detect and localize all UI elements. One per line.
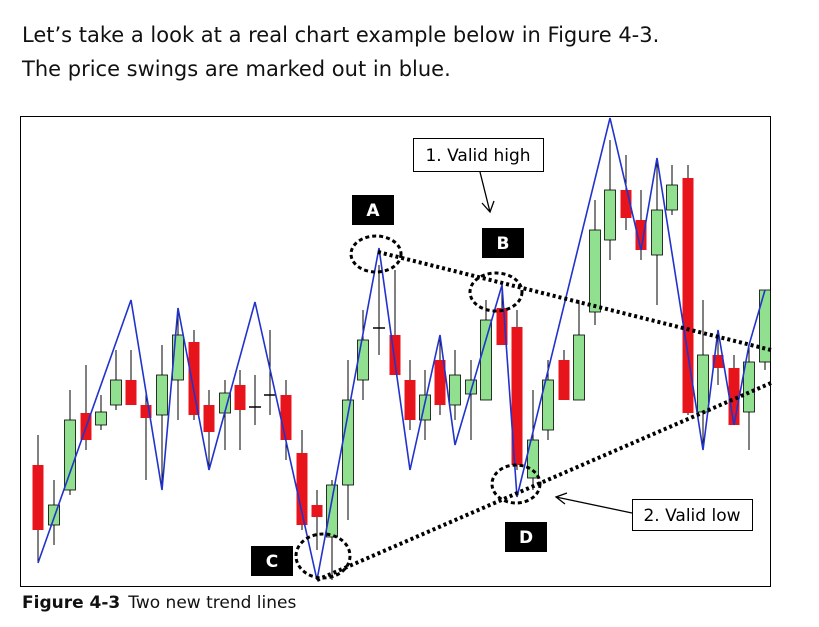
callout-low: 2. Valid low bbox=[643, 506, 740, 526]
candle-body bbox=[140, 405, 152, 418]
candle-body bbox=[620, 190, 632, 218]
candle-body bbox=[511, 327, 523, 465]
candle-body bbox=[404, 380, 416, 420]
upper-trend-line bbox=[377, 250, 772, 352]
candle-body bbox=[296, 453, 308, 525]
label-box bbox=[352, 195, 394, 225]
label-box bbox=[505, 522, 547, 552]
intro-line: The price swings are marked out in blue. bbox=[22, 57, 451, 81]
label-b: B bbox=[497, 234, 510, 254]
callout-box bbox=[632, 499, 753, 531]
candle-body bbox=[527, 439, 539, 479]
candle-body bbox=[542, 379, 554, 431]
candle-body bbox=[666, 184, 678, 211]
candle-body bbox=[32, 465, 44, 530]
candle-body bbox=[311, 505, 323, 517]
candle-body bbox=[156, 374, 168, 416]
label-box bbox=[482, 228, 524, 258]
candle-body bbox=[48, 504, 60, 526]
candle-body bbox=[558, 360, 570, 400]
callout-arrow bbox=[554, 492, 633, 514]
candle-body bbox=[589, 229, 601, 313]
caption-number: Figure 4-3 bbox=[22, 593, 121, 613]
swing-line bbox=[37, 117, 766, 581]
candle-body bbox=[188, 342, 200, 415]
circle-c bbox=[294, 532, 352, 580]
callout-box bbox=[413, 138, 544, 172]
circle-b bbox=[468, 271, 524, 313]
candle-body bbox=[125, 380, 137, 405]
candle-body bbox=[728, 368, 740, 425]
candle-body bbox=[434, 360, 446, 405]
candle-body bbox=[604, 189, 616, 241]
label-d: D bbox=[519, 528, 533, 548]
candle-body bbox=[682, 178, 694, 413]
candle-body bbox=[573, 334, 585, 401]
circle-d bbox=[490, 463, 542, 505]
intro-paragraph: Let’s take a look at a real chart exampl… bbox=[22, 18, 659, 86]
candle-body bbox=[280, 395, 292, 440]
candle-body bbox=[651, 209, 663, 256]
swing-circles bbox=[294, 234, 542, 580]
candle-body bbox=[419, 394, 431, 421]
candle-body bbox=[172, 334, 184, 381]
candle-body bbox=[635, 220, 647, 250]
candle-body bbox=[496, 308, 508, 345]
candle-body bbox=[697, 354, 709, 413]
candle-body bbox=[465, 379, 477, 395]
candle-body bbox=[326, 484, 338, 538]
candles bbox=[32, 140, 771, 580]
candle-body bbox=[449, 374, 461, 406]
candle-body bbox=[203, 405, 215, 432]
candle-body bbox=[712, 355, 724, 368]
figure-caption: Figure 4-3 Two new trend lines bbox=[22, 593, 296, 613]
candle-body bbox=[357, 339, 369, 381]
callout-arrow bbox=[479, 171, 495, 214]
candle-body bbox=[480, 319, 492, 401]
candle-body bbox=[95, 411, 107, 426]
label-box bbox=[251, 546, 293, 576]
label-c: C bbox=[266, 552, 278, 572]
candle-body bbox=[64, 419, 76, 491]
candle-body bbox=[234, 385, 246, 410]
callout-high: 1. Valid high bbox=[425, 146, 530, 166]
callouts: 1. Valid high 2. Valid low bbox=[413, 138, 753, 531]
caption-text: Two new trend lines bbox=[128, 593, 297, 613]
candle-body bbox=[743, 361, 755, 413]
circle-a bbox=[349, 234, 403, 274]
candle-body bbox=[110, 379, 122, 406]
lower-trend-line bbox=[316, 381, 772, 582]
candle-body bbox=[389, 335, 401, 375]
point-labels: A B C D bbox=[251, 195, 547, 576]
label-a: A bbox=[366, 201, 380, 221]
intro-line: Let’s take a look at a real chart exampl… bbox=[22, 23, 660, 47]
